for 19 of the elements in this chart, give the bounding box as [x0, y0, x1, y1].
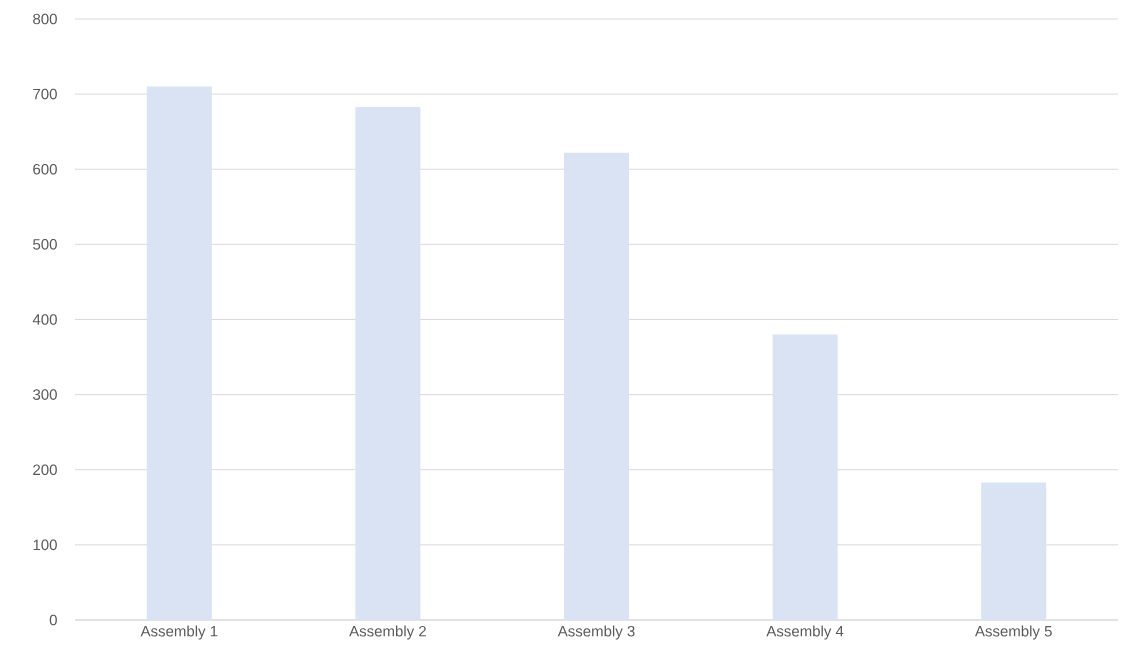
x-tick-label: Assembly 4 [766, 625, 844, 640]
bar [981, 482, 1047, 620]
bar [146, 86, 212, 620]
y-tick-label: 700 [33, 88, 57, 100]
y-tick-label: 200 [33, 464, 57, 476]
y-tick-label: 600 [33, 163, 57, 175]
bar [564, 152, 630, 620]
y-tick-label: 400 [32, 314, 57, 325]
y-tick-label: 800 [33, 13, 57, 25]
y-tick-label: 0 [49, 614, 57, 626]
bar [772, 334, 838, 620]
x-tick-label: Assembly 1 [140, 625, 218, 640]
y-tick-label: 300 [33, 389, 57, 400]
y-tick-label: 500 [33, 239, 57, 250]
x-tick-label: Assembly 3 [557, 625, 635, 640]
y-tick-label: 100 [33, 539, 57, 551]
x-tick-label: Assembly 2 [349, 625, 426, 640]
x-tick-label: Assembly 5 [974, 625, 1052, 640]
bar [355, 106, 421, 620]
